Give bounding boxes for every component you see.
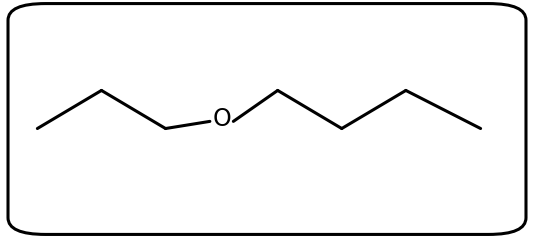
Text: O: O [212,107,231,131]
FancyBboxPatch shape [8,4,526,234]
